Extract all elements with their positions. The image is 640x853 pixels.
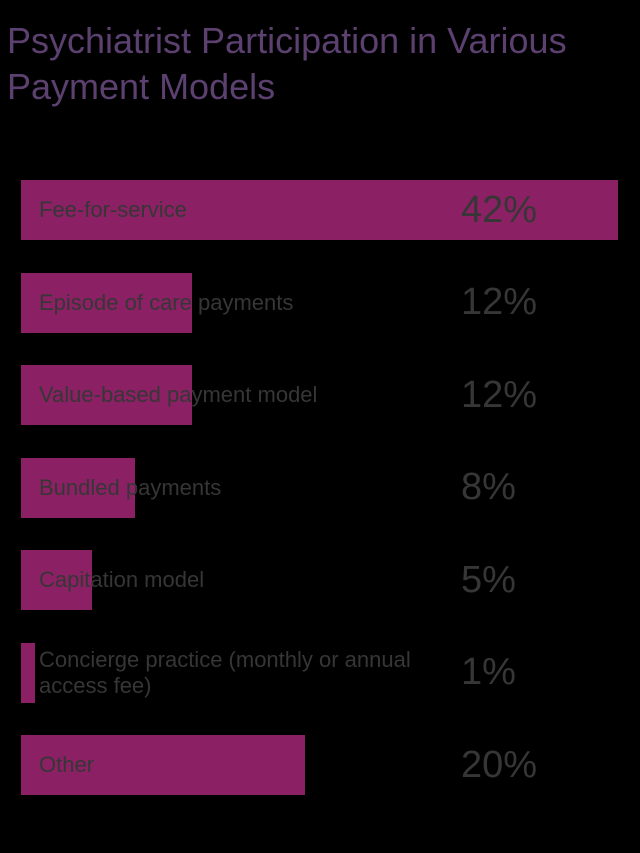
bar-value: 42% [461, 188, 538, 231]
bar-label: Other [39, 752, 95, 777]
bar-value-based [21, 365, 192, 425]
bar-value: 1% [461, 651, 516, 693]
bar-row-fee-for-service: Fee-for-service 42% [21, 180, 618, 240]
bar-chart: Fee-for-service 42% Episode of care paym… [21, 180, 618, 828]
bar-row-other: Other 20% [21, 735, 618, 795]
bar-episode-of-care [21, 272, 192, 333]
bar-value: 12% [461, 373, 538, 416]
bar-value: 8% [461, 466, 516, 508]
bar-label: Concierge practice (monthly or annual ac… [39, 646, 411, 698]
bar-row-capitation-model: Capitation model 5% [21, 550, 618, 610]
bar-row-episode-of-care: Episode of care payments 12% [21, 272, 618, 333]
bar-label: Fee-for-service [39, 197, 187, 222]
bar-value: 20% [461, 743, 538, 786]
page-title-line-1: Psychiatrist Participation in Various [7, 20, 567, 61]
bar-fee-for-service [21, 180, 618, 240]
bar-row-value-based: Value-based payment model 12% [21, 365, 618, 425]
page-title: Psychiatrist Participation in Various Pa… [7, 18, 637, 110]
page-title-line-2: Payment Models [7, 66, 276, 107]
bar-label: Capitation model [39, 567, 205, 592]
bar-row-concierge-practice: Concierge practice (monthly or annual ac… [21, 642, 618, 703]
bar-value: 12% [461, 281, 538, 323]
bar-row-bundled-payments: Bundled payments 8% [21, 457, 618, 518]
bar-capitation-model [21, 550, 93, 610]
bar-value: 5% [461, 558, 516, 601]
bar-bundled-payments [21, 457, 135, 518]
bar-concierge-practice [21, 642, 36, 703]
bar-label: Episode of care payments [39, 289, 294, 315]
bar-other [21, 735, 306, 795]
bar-label: Value-based payment model [39, 382, 318, 407]
bar-label: Bundled payments [39, 474, 222, 500]
